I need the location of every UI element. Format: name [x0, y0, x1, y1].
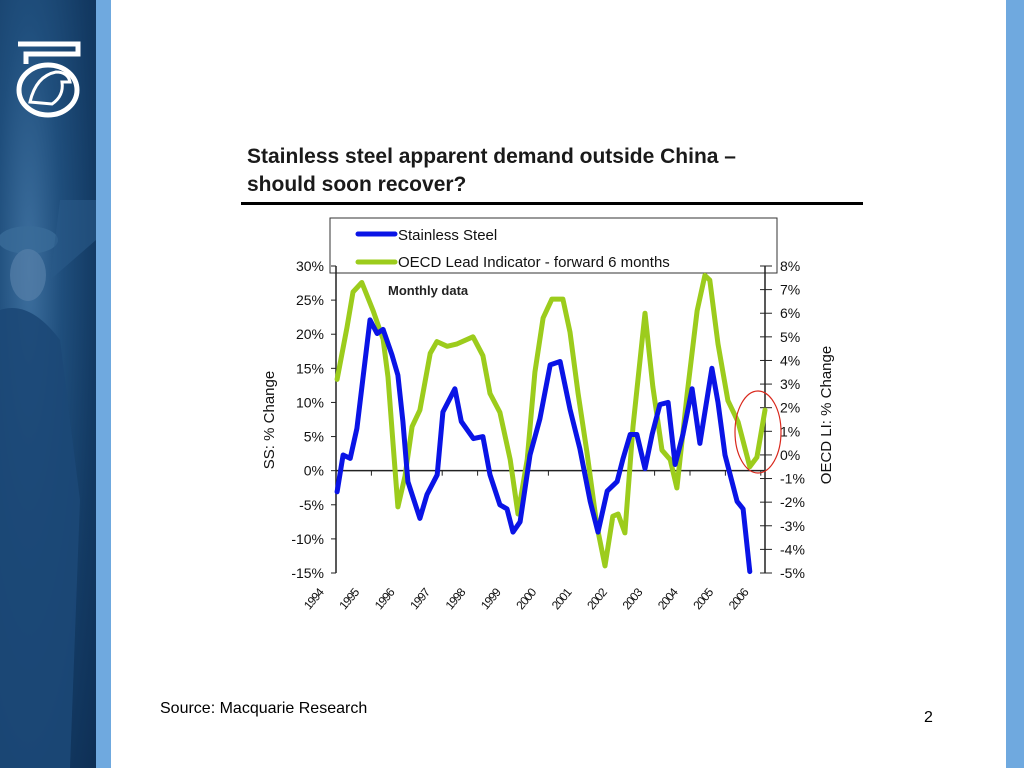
y-left-tick-label: 5%: [304, 429, 324, 445]
y-left-tick-label: 30%: [296, 258, 324, 274]
legend: Stainless Steel OECD Lead Indicator - fo…: [329, 217, 778, 274]
y-right-tick-label: 2%: [780, 400, 800, 416]
x-tick-label: 2005: [690, 585, 716, 612]
x-tick-label: 1999: [478, 585, 504, 612]
x-tick-label: 2004: [655, 585, 681, 612]
y-left-tick-label: 15%: [296, 360, 324, 376]
y-right-tick-label: -5%: [780, 565, 805, 581]
legend-label-oecd: OECD Lead Indicator - forward 6 months: [398, 254, 670, 271]
series-line-stainless-steel: [334, 317, 753, 575]
y-right-tick-label: 4%: [780, 352, 800, 368]
y-left-tick-label: -10%: [291, 531, 324, 547]
annotation-monthly-data: Monthly data: [388, 283, 469, 298]
x-tick-label: 2003: [620, 585, 646, 612]
y-left-tick-label: 0%: [304, 463, 324, 479]
y-left-tick-label: -5%: [299, 497, 324, 513]
y-right-tick-label: 7%: [780, 282, 800, 298]
y-left-tick-label: 25%: [296, 292, 324, 308]
eagle-shield-logo: [16, 41, 81, 118]
y-right-tick-label: -2%: [780, 494, 805, 510]
y-right-tick-label: 1%: [780, 423, 800, 439]
left-photo-panel: [0, 0, 96, 768]
page-number: 2: [924, 709, 933, 726]
x-tick-label: 2002: [584, 585, 610, 612]
legend-label-stainless-steel: Stainless Steel: [398, 227, 497, 244]
title-line-1: Stainless steel apparent demand outside …: [247, 145, 736, 168]
x-tick-label: 1997: [407, 585, 433, 612]
y-right-axis-title: OECD LI: % Change: [818, 346, 835, 484]
y-left-axis-title: SS: % Change: [261, 371, 278, 469]
y-left-tick-label: 10%: [296, 394, 324, 410]
x-tick-label: 1995: [336, 585, 362, 612]
x-tick-label: 1996: [372, 585, 398, 612]
y-right-tick-label: 5%: [780, 329, 800, 345]
y-left-tick-label: 20%: [296, 326, 324, 342]
y-right-tick-label: 0%: [780, 447, 800, 463]
x-tick-label: 2001: [549, 585, 575, 612]
y-right-tick-label: -3%: [780, 518, 805, 534]
x-tick-label: 1994: [301, 585, 327, 612]
y-right-tick-label: 3%: [780, 376, 800, 392]
highlight-circle: [734, 390, 782, 474]
left-accent-stripe: [96, 0, 111, 768]
source-note: Source: Macquarie Research: [160, 700, 368, 717]
slide-title: Stainless steel apparent demand outside …: [247, 143, 736, 199]
y-right-tick-label: 8%: [780, 258, 800, 274]
y-left-tick-label: -15%: [291, 565, 324, 581]
x-tick-label: 2006: [726, 585, 752, 612]
title-line-2: should soon recover?: [247, 173, 467, 196]
y-right-tick-label: 6%: [780, 305, 800, 321]
right-accent-stripe: [1006, 0, 1024, 768]
title-divider: [241, 202, 863, 205]
y-right-tick-label: -1%: [780, 471, 805, 487]
x-tick-label: 2000: [513, 585, 539, 612]
y-right-tick-label: -4%: [780, 541, 805, 557]
x-tick-label: 1998: [443, 585, 469, 612]
worker-photo: [0, 200, 96, 768]
